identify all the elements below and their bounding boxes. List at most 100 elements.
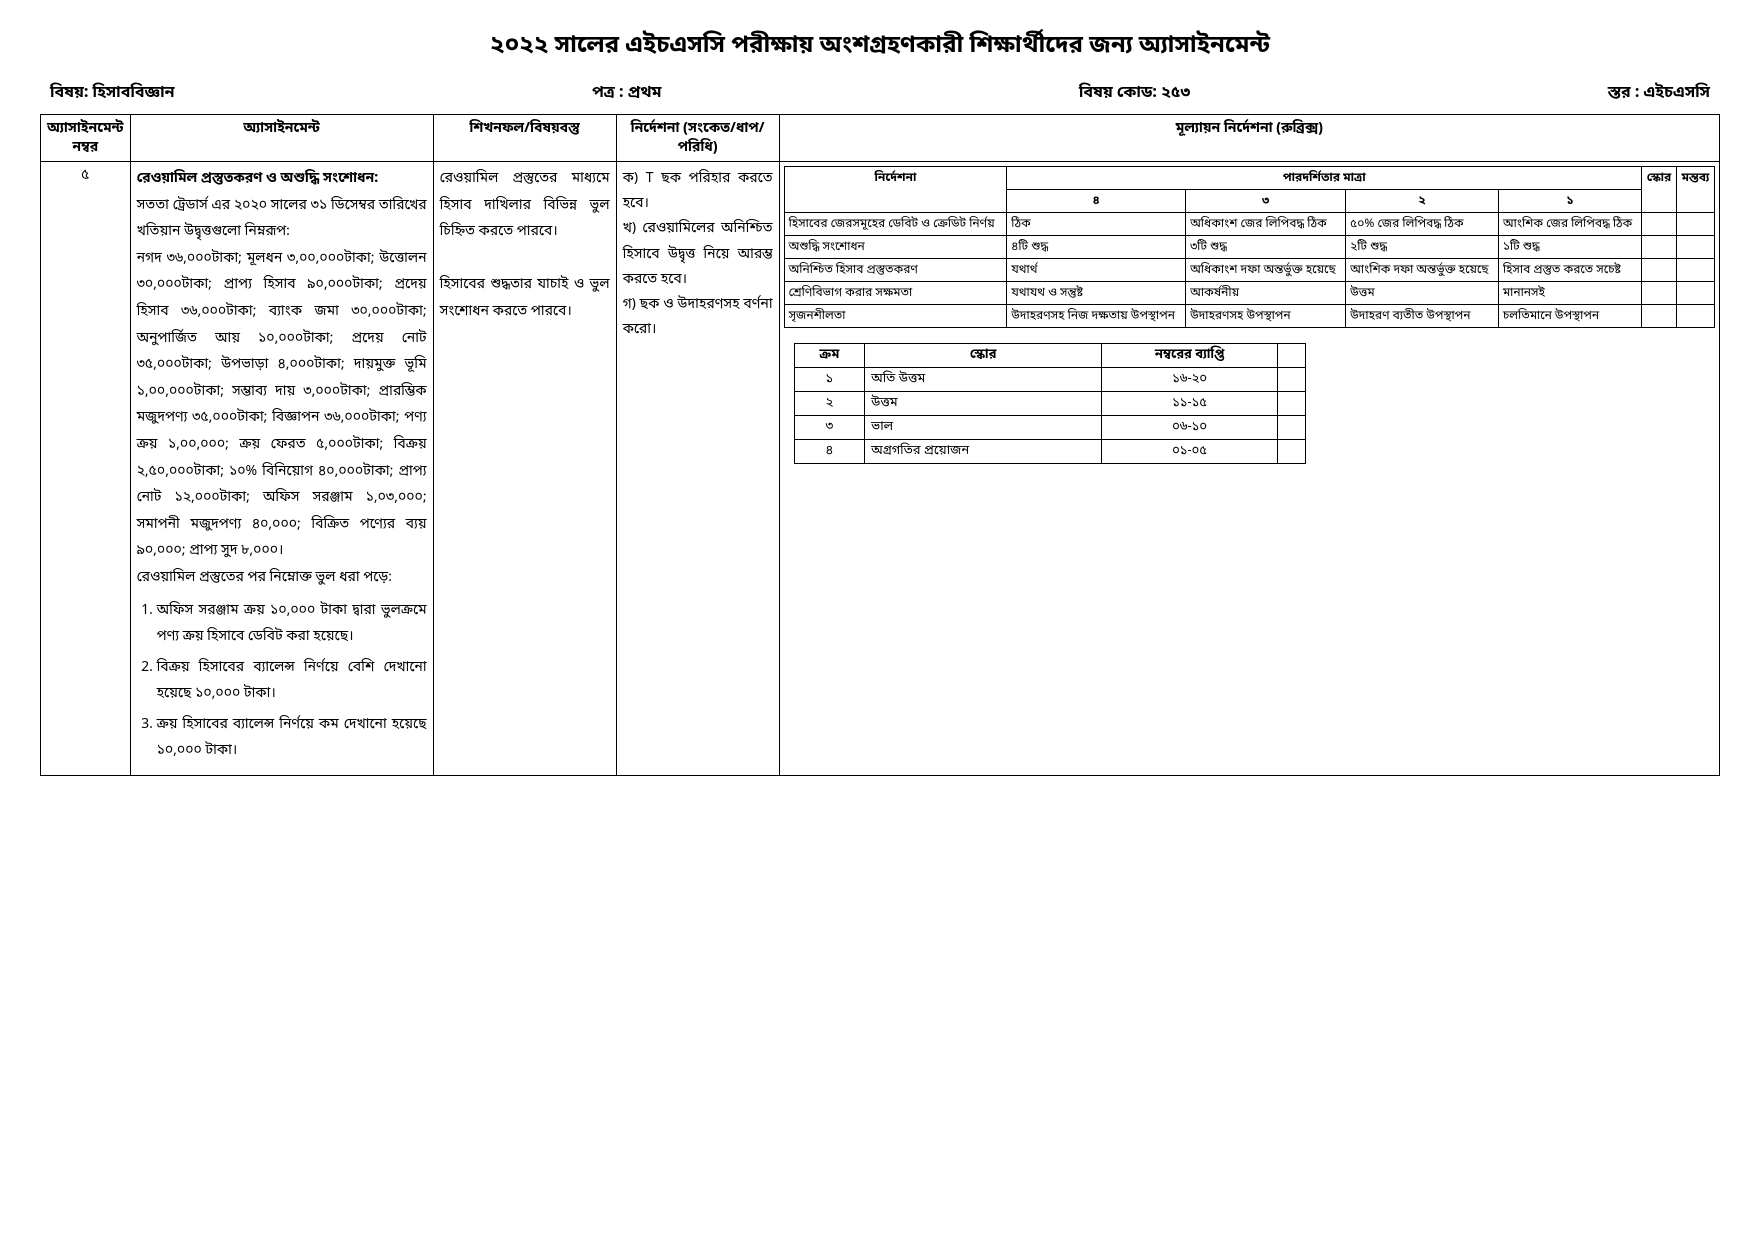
rubric-row: অনিশ্চিত হিসাব প্রস্তুতকরণ যথার্থ অধিকাং…: [784, 259, 1714, 282]
main-table: অ্যাসাইনমেন্ট নম্বর অ্যাসাইনমেন্ট শিখনফল…: [40, 114, 1720, 776]
score-row: ৪ অগ্রগতির প্রয়োজন ০১-০৫: [794, 440, 1305, 464]
errors-list: অফিস সরঞ্জাম ক্রয় ১০,০০০ টাকা দ্বারা ভু…: [137, 598, 427, 766]
col-rubric: মূল্যায়ন নির্দেশনা (রুব্রিক্স): [779, 115, 1719, 162]
errors-intro: রেওয়ামিল প্রস্তুতের পর নিম্নোক্ত ভুল ধর…: [137, 565, 427, 592]
learning-cell: রেওয়ামিল প্রস্তুতের মাধ্যমে হিসাব দাখিল…: [433, 162, 616, 776]
rubric-row: সৃজনশীলতা উদাহরণসহ নিজ দক্ষতায় উপস্থাপন…: [784, 305, 1714, 328]
rubric-v2-1: ২টি শুদ্ধ: [1346, 236, 1499, 259]
score-r-3: ০১-০৫: [1102, 440, 1278, 464]
score-h-score: স্কোর: [865, 344, 1102, 368]
score-e-0: [1278, 368, 1306, 392]
score-s-0: অতি উত্তম: [865, 368, 1102, 392]
guidance-c: গ) ছক ও উদাহরণসহ বর্ণনা করো।: [623, 292, 773, 342]
score-k-3: ৪: [794, 440, 865, 464]
rubric-score-3: [1642, 282, 1677, 305]
rubric-row: শ্রেণিবিভাগ করার সক্ষমতা যথাযথ ও সন্তুষ্…: [784, 282, 1714, 305]
guidance-a: ক) T ছক পরিহার করতে হবে।: [623, 166, 773, 216]
rubric-v2-3: উত্তম: [1346, 282, 1499, 305]
rubric-v4-3: যথাযথ ও সন্তুষ্ট: [1007, 282, 1186, 305]
rubric-v3-4: উদাহরণসহ উপস্থাপন: [1186, 305, 1346, 328]
rubric-montobbo-0: [1676, 213, 1714, 236]
assignment-body: নগদ ৩৬,০০০টাকা; মূলধন ৩,০০,০০০টাকা; উত্ত…: [137, 246, 427, 565]
error-2: বিক্রয় হিসাবের ব্যালেন্স নির্ণয়ে বেশি …: [157, 655, 427, 708]
score-h-empty: [1278, 344, 1306, 368]
rubric-n-2: অনিশ্চিত হিসাব প্রস্তুতকরণ: [784, 259, 1007, 282]
score-k-1: ২: [794, 392, 865, 416]
assignment-cell: রেওয়ামিল প্রস্তুতকরণ ও অশুদ্ধি সংশোধন: …: [130, 162, 433, 776]
rubric-v1-3: মানানসই: [1498, 282, 1641, 305]
rubric-v1-0: আংশিক জের লিপিবদ্ধ ঠিক: [1498, 213, 1641, 236]
rubric-n-4: সৃজনশীলতা: [784, 305, 1007, 328]
rubric-montobbo-2: [1676, 259, 1714, 282]
rubric-row: অশুদ্ধি সংশোধন ৪টি শুদ্ধ ৩টি শুদ্ধ ২টি শ…: [784, 236, 1714, 259]
rubric-score-1: [1642, 236, 1677, 259]
paper-label: পত্র : প্রথম: [592, 82, 662, 104]
learning-1: রেওয়ামিল প্রস্তুতের মাধ্যমে হিসাব দাখিল…: [440, 166, 610, 246]
rubric-v3-2: অধিকাংশ দফা অন্তর্ভুক্ত হয়েছে: [1186, 259, 1346, 282]
rubric-v3-1: ৩টি শুদ্ধ: [1186, 236, 1346, 259]
rubric-v4-1: ৪টি শুদ্ধ: [1007, 236, 1186, 259]
rubric-cell: নির্দেশনা পারদর্শিতার মাত্রা স্কোর মন্তব…: [779, 162, 1719, 776]
rubric-h-score: স্কোর: [1642, 167, 1677, 213]
col-learning: শিখনফল/বিষয়বস্তু: [433, 115, 616, 162]
score-s-2: ভাল: [865, 416, 1102, 440]
rubric-montobbo-3: [1676, 282, 1714, 305]
rubric-montobbo-4: [1676, 305, 1714, 328]
assignment-intro: সততা ট্রেডার্স এর ২০২০ সালের ৩১ ডিসেম্বর…: [137, 193, 427, 246]
rubric-table: নির্দেশনা পারদর্শিতার মাত্রা স্কোর মন্তব…: [784, 166, 1715, 328]
rubric-row: হিসাবের জেরসমূহের ডেবিট ও ক্রেডিট নির্ণয…: [784, 213, 1714, 236]
error-3: ক্রয় হিসাবের ব্যালেন্স নির্ণয়ে কম দেখা…: [157, 712, 427, 765]
score-r-2: ০৬-১০: [1102, 416, 1278, 440]
rubric-v2-0: ৫০% জের লিপিবদ্ধ ঠিক: [1346, 213, 1499, 236]
rubric-v2-2: আংশিক দফা অন্তর্ভুক্ত হয়েছে: [1346, 259, 1499, 282]
rubric-score-0: [1642, 213, 1677, 236]
score-r-0: ১৬-২০: [1102, 368, 1278, 392]
score-e-3: [1278, 440, 1306, 464]
guidance-cell: ক) T ছক পরিহার করতে হবে। খ) রেওয়ামিলের …: [616, 162, 779, 776]
rubric-v4-4: উদাহরণসহ নিজ দক্ষতায় উপস্থাপন: [1007, 305, 1186, 328]
rubric-v1-1: ১টি শুদ্ধ: [1498, 236, 1641, 259]
rubric-v4-2: যথার্থ: [1007, 259, 1186, 282]
rubric-h-montobbo: মন্তব্য: [1676, 167, 1714, 213]
rubric-n-0: হিসাবের জেরসমূহের ডেবিট ও ক্রেডিট নির্ণয…: [784, 213, 1007, 236]
rubric-h-nirdeshona: নির্দেশনা: [784, 167, 1007, 213]
col-assignment: অ্যাসাইনমেন্ট: [130, 115, 433, 162]
score-row: ৩ ভাল ০৬-১০: [794, 416, 1305, 440]
rubric-h-pardorshitar: পারদর্শিতার মাত্রা: [1007, 167, 1642, 190]
rubric-n-1: অশুদ্ধি সংশোধন: [784, 236, 1007, 259]
level-label: স্তর : এইচএসসি: [1608, 82, 1710, 104]
rubric-h-3: ৩: [1186, 190, 1346, 213]
page-title: ২০২২ সালের এইচএসসি পরীক্ষায় অংশগ্রহণকার…: [40, 30, 1720, 62]
score-k-0: ১: [794, 368, 865, 392]
col-guidance: নির্দেশনা (সংকেত/ধাপ/ পরিধি): [616, 115, 779, 162]
rubric-h-4: ৪: [1007, 190, 1186, 213]
assignment-title: রেওয়ামিল প্রস্তুতকরণ ও অশুদ্ধি সংশোধন:: [137, 166, 427, 193]
score-row: ২ উত্তম ১১-১৫: [794, 392, 1305, 416]
subject-label: বিষয়: হিসাববিজ্ঞান: [50, 82, 175, 104]
error-1: অফিস সরঞ্জাম ক্রয় ১০,০০০ টাকা দ্বারা ভু…: [157, 598, 427, 651]
score-e-2: [1278, 416, 1306, 440]
rubric-score-2: [1642, 259, 1677, 282]
rubric-h-1: ১: [1498, 190, 1641, 213]
rubric-v1-4: চলতিমানে উপস্থাপন: [1498, 305, 1641, 328]
rubric-v1-2: হিসাব প্রস্তুত করতে সচেষ্ট: [1498, 259, 1641, 282]
col-num: অ্যাসাইনমেন্ট নম্বর: [41, 115, 131, 162]
score-s-1: উত্তম: [865, 392, 1102, 416]
score-e-1: [1278, 392, 1306, 416]
rubric-v3-0: অধিকাংশ জের লিপিবদ্ধ ঠিক: [1186, 213, 1346, 236]
assignment-number: ৫: [41, 162, 131, 776]
score-h-range: নম্বরের ব্যাপ্তি: [1102, 344, 1278, 368]
score-table: ক্রম স্কোর নম্বরের ব্যাপ্তি ১ অতি উত্তম …: [794, 343, 1306, 464]
rubric-n-3: শ্রেণিবিভাগ করার সক্ষমতা: [784, 282, 1007, 305]
guidance-b: খ) রেওয়ামিলের অনিশ্চিত হিসাবে উদ্বৃত্ত …: [623, 216, 773, 292]
score-h-krom: ক্রম: [794, 344, 865, 368]
score-k-2: ৩: [794, 416, 865, 440]
rubric-v4-0: ঠিক: [1007, 213, 1186, 236]
score-r-1: ১১-১৫: [1102, 392, 1278, 416]
score-row: ১ অতি উত্তম ১৬-২০: [794, 368, 1305, 392]
score-s-3: অগ্রগতির প্রয়োজন: [865, 440, 1102, 464]
rubric-v3-3: আকর্ষনীয়: [1186, 282, 1346, 305]
rubric-v2-4: উদাহরণ ব্যতীত উপস্থাপন: [1346, 305, 1499, 328]
learning-2: হিসাবের শুদ্ধতার যাচাই ও ভুল সংশোধন করতে…: [440, 272, 610, 325]
code-label: বিষয় কোড: ২৫৩: [1079, 82, 1190, 104]
